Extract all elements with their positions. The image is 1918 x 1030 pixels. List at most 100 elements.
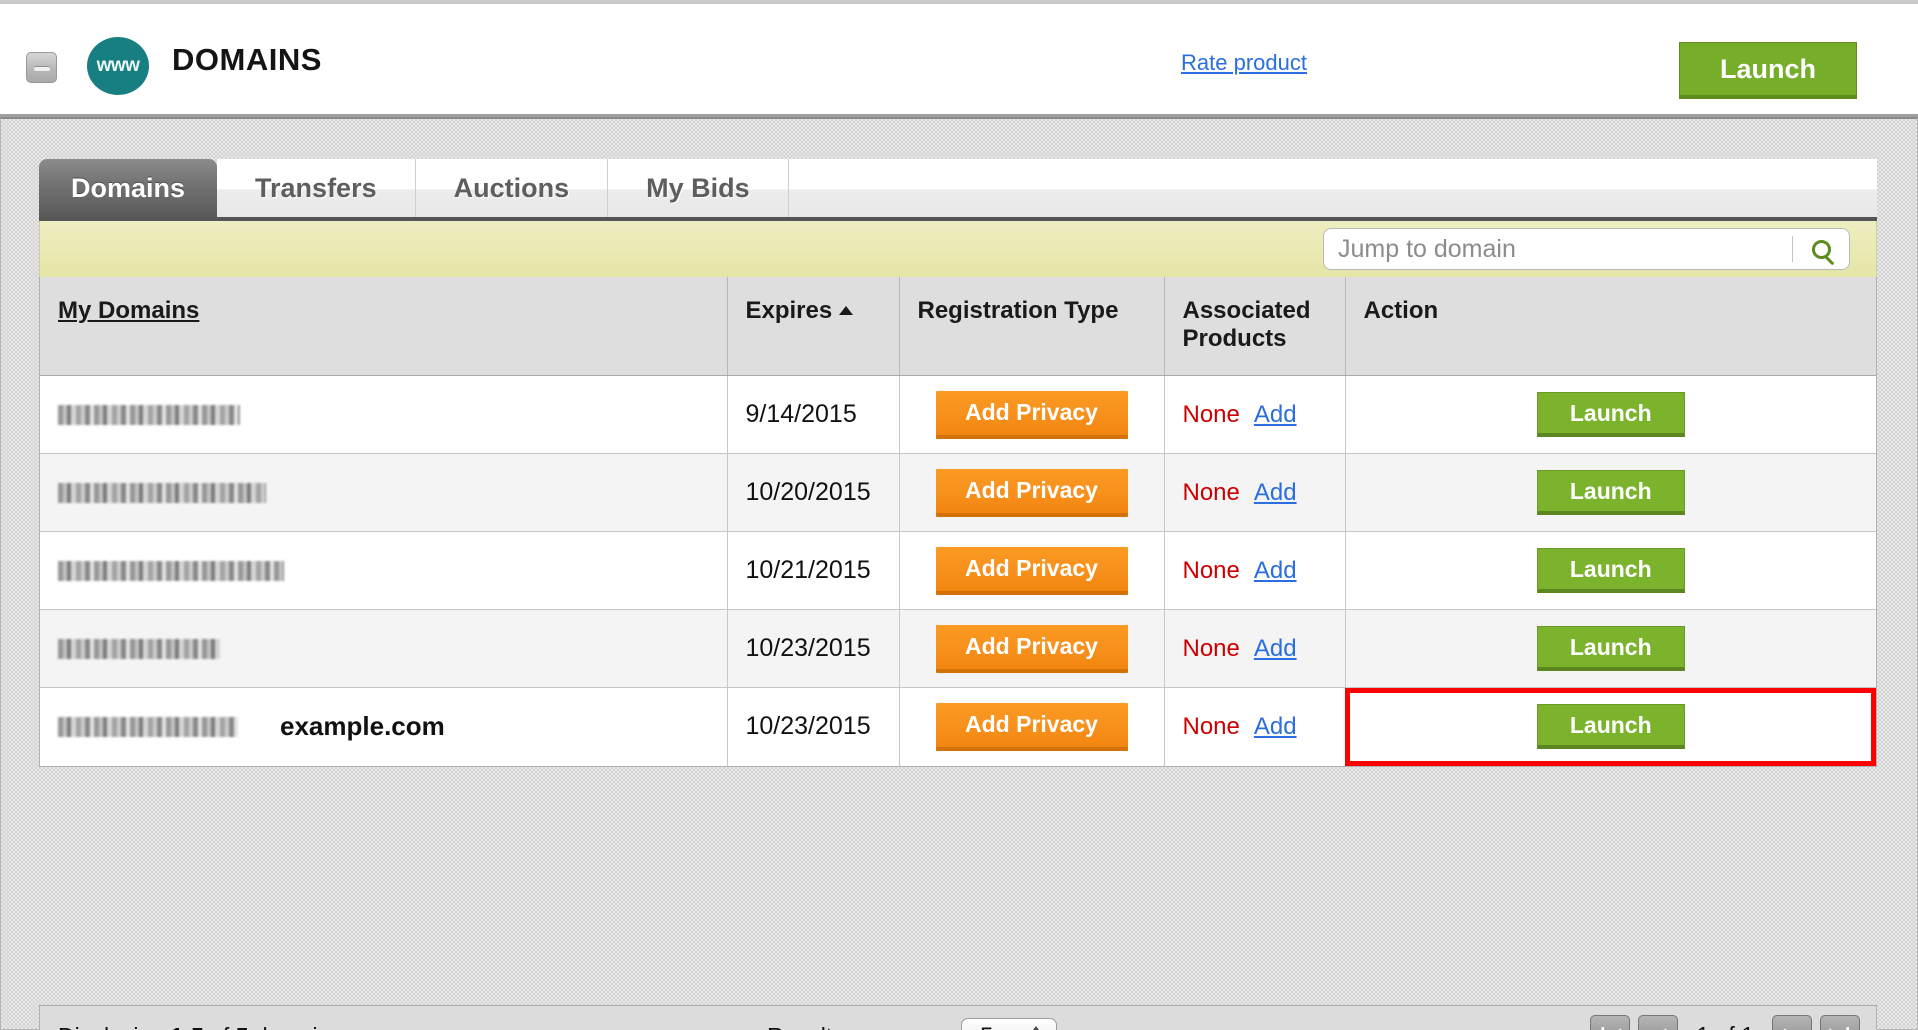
chevron-up-icon xyxy=(1030,1026,1042,1030)
rate-product-link[interactable]: Rate product xyxy=(1181,50,1307,75)
launch-button[interactable]: Launch xyxy=(1536,392,1685,437)
displaying-range: 1-5 xyxy=(171,1023,204,1030)
cell-expires: 9/14/2015 xyxy=(727,375,900,454)
launch-button[interactable]: Launch xyxy=(1536,548,1685,593)
search-field-wrapper xyxy=(1323,228,1850,270)
tab-underline xyxy=(39,217,1877,221)
cell-associated-products: None Add xyxy=(1164,531,1346,610)
column-header-my-domains[interactable]: My Domains xyxy=(40,277,728,376)
column-header-expires-label: Expires xyxy=(745,297,833,324)
search-input[interactable] xyxy=(1324,234,1792,264)
column-header-associated-products-label: Associated Products xyxy=(1182,297,1311,352)
tab-filler xyxy=(788,159,1877,217)
displaying-prefix: Displaying xyxy=(58,1023,171,1030)
table-row: 10/20/2015 Add Privacy None Add Launch xyxy=(40,453,1876,532)
domain-annotation-label: example.com xyxy=(280,711,445,742)
previous-page-button[interactable]: ◀ xyxy=(1638,1015,1679,1030)
add-privacy-button[interactable]: Add Privacy xyxy=(935,624,1128,673)
column-header-expires[interactable]: Expires xyxy=(727,277,900,376)
add-product-link[interactable]: Add xyxy=(1253,401,1297,428)
redacted-domain-name xyxy=(58,483,266,504)
cell-action: Launch xyxy=(1345,531,1876,610)
column-header-action-label: Action xyxy=(1363,297,1439,324)
table-row: 10/21/2015 Add Privacy None Add Launch xyxy=(40,531,1876,610)
table-row: example.com 10/23/2015 Add Privacy None A… xyxy=(40,687,1876,766)
add-product-link[interactable]: Add xyxy=(1253,713,1297,741)
cell-expires: 10/23/2015 xyxy=(727,687,900,766)
column-header-registration-type-label: Registration Type xyxy=(917,297,1119,324)
search-button[interactable] xyxy=(1793,229,1849,269)
cell-associated-products: None Add xyxy=(1164,375,1346,454)
add-product-link[interactable]: Add xyxy=(1253,635,1297,662)
search-bar xyxy=(39,221,1877,277)
associated-products-value: None xyxy=(1182,635,1240,662)
add-privacy-button[interactable]: Add Privacy xyxy=(935,702,1128,751)
last-page-button[interactable]: ▶| xyxy=(1820,1015,1860,1030)
top-divider xyxy=(0,0,1918,4)
cell-expires: 10/23/2015 xyxy=(727,609,900,688)
tab-domains[interactable]: Domains xyxy=(39,159,218,217)
tab-my-bids[interactable]: My Bids xyxy=(608,159,789,217)
pagination-controls: |◀ ◀ 1 of 1 ▶ ▶| xyxy=(1590,1015,1860,1030)
displaying-suffix: domains xyxy=(249,1023,342,1030)
redacted-domain-name xyxy=(58,716,238,737)
next-page-button[interactable]: ▶ xyxy=(1772,1015,1812,1030)
displaying-mid: of xyxy=(204,1023,236,1030)
minimize-icon[interactable] xyxy=(26,52,57,83)
table-header: My Domains Expires Registration Type Ass… xyxy=(40,277,1876,376)
displaying-total: 5 xyxy=(236,1023,249,1030)
cell-domain-name[interactable] xyxy=(40,609,728,688)
table-row: 10/23/2015 Add Privacy None Add Launch xyxy=(40,609,1876,688)
add-product-link[interactable]: Add xyxy=(1253,479,1297,506)
associated-products-value: None xyxy=(1182,713,1240,741)
launch-button[interactable]: Launch xyxy=(1536,470,1685,515)
tab-transfers[interactable]: Transfers xyxy=(217,159,416,217)
add-privacy-button[interactable]: Add Privacy xyxy=(935,546,1128,595)
cell-action-highlighted: Launch xyxy=(1345,687,1876,766)
associated-products-value: None xyxy=(1182,479,1240,506)
column-header-action: Action xyxy=(1345,277,1876,376)
search-icon xyxy=(1811,239,1831,259)
column-header-associated-products[interactable]: Associated Products xyxy=(1164,277,1346,376)
cell-registration-type: Add Privacy xyxy=(899,609,1165,688)
results-per-page-value: 5 xyxy=(980,1023,993,1030)
cell-associated-products: None Add xyxy=(1164,609,1346,688)
domains-table-container: My Domains Expires Registration Type Ass… xyxy=(39,277,1877,767)
header-launch-button[interactable]: Launch xyxy=(1679,42,1857,99)
launch-button[interactable]: Launch xyxy=(1536,626,1685,671)
cell-registration-type: Add Privacy xyxy=(899,687,1165,766)
page-title: DOMAINS xyxy=(172,42,322,77)
table-row: 9/14/2015 Add Privacy None Add Launch xyxy=(40,375,1876,454)
associated-products-value: None xyxy=(1182,557,1240,584)
cell-registration-type: Add Privacy xyxy=(899,453,1165,532)
cell-domain-name[interactable] xyxy=(40,375,728,454)
tab-auctions[interactable]: Auctions xyxy=(415,159,609,217)
column-header-my-domains-label: My Domains xyxy=(58,297,200,324)
redacted-domain-name xyxy=(58,561,284,582)
cell-domain-name[interactable]: example.com xyxy=(40,687,728,766)
cell-expires: 10/21/2015 xyxy=(727,531,900,610)
first-page-button[interactable]: |◀ xyxy=(1590,1015,1631,1030)
cell-associated-products: None Add xyxy=(1164,453,1346,532)
cell-domain-name[interactable] xyxy=(40,453,728,532)
table-footer-wrapper: Displaying 1-5 of 5 domains Results per … xyxy=(1,1005,1918,1030)
cell-registration-type: Add Privacy xyxy=(899,531,1165,610)
launch-button-highlighted[interactable]: Launch xyxy=(1536,704,1685,750)
cell-action: Launch xyxy=(1345,375,1876,454)
add-product-link[interactable]: Add xyxy=(1253,557,1297,584)
results-per-page-select[interactable]: 5 xyxy=(961,1018,1057,1030)
add-privacy-button[interactable]: Add Privacy xyxy=(935,390,1128,439)
content-frame: Domains Transfers Auctions My Bids xyxy=(0,117,1918,1030)
cell-domain-name[interactable] xyxy=(40,531,728,610)
page-indicator: 1 of 1 xyxy=(1696,1022,1754,1030)
tab-bar: Domains Transfers Auctions My Bids xyxy=(39,159,1877,217)
www-logo-icon: www xyxy=(87,37,149,95)
table-footer: Displaying 1-5 of 5 domains Results per … xyxy=(39,1005,1877,1030)
cell-registration-type: Add Privacy xyxy=(899,375,1165,454)
cell-associated-products: None Add xyxy=(1164,687,1346,766)
add-privacy-button[interactable]: Add Privacy xyxy=(935,468,1128,517)
search-separator xyxy=(1792,236,1793,262)
domains-table: My Domains Expires Registration Type Ass… xyxy=(40,277,1876,766)
column-header-registration-type[interactable]: Registration Type xyxy=(899,277,1165,376)
